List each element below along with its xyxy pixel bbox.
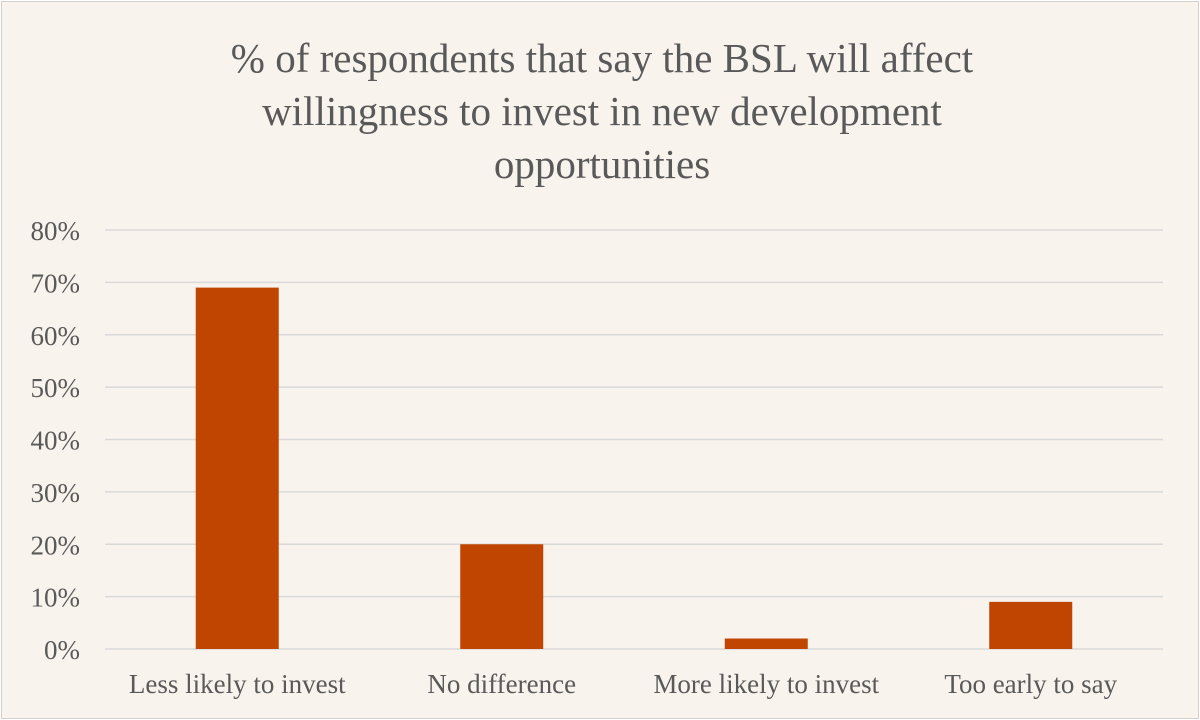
bar xyxy=(989,601,1073,649)
x-tick-label: Less likely to invest xyxy=(129,669,346,699)
y-tick-label: 20% xyxy=(31,530,81,560)
chart-title: % of respondents that say the BSL will a… xyxy=(230,35,974,187)
x-tick-label: Too early to say xyxy=(944,669,1117,699)
x-tick-label: More likely to invest xyxy=(653,669,879,699)
y-tick-label: 40% xyxy=(31,426,81,456)
y-tick-label: 10% xyxy=(31,583,81,613)
x-tick-label: No difference xyxy=(427,669,576,699)
y-tick-label: 70% xyxy=(31,268,81,298)
y-tick-label: 80% xyxy=(31,216,81,246)
y-tick-label: 0% xyxy=(44,635,80,665)
bar xyxy=(460,544,544,649)
bar xyxy=(724,638,808,649)
y-tick-label: 60% xyxy=(31,321,81,351)
bar xyxy=(195,287,279,649)
y-tick-label: 50% xyxy=(31,373,81,403)
y-tick-label: 30% xyxy=(31,478,81,508)
